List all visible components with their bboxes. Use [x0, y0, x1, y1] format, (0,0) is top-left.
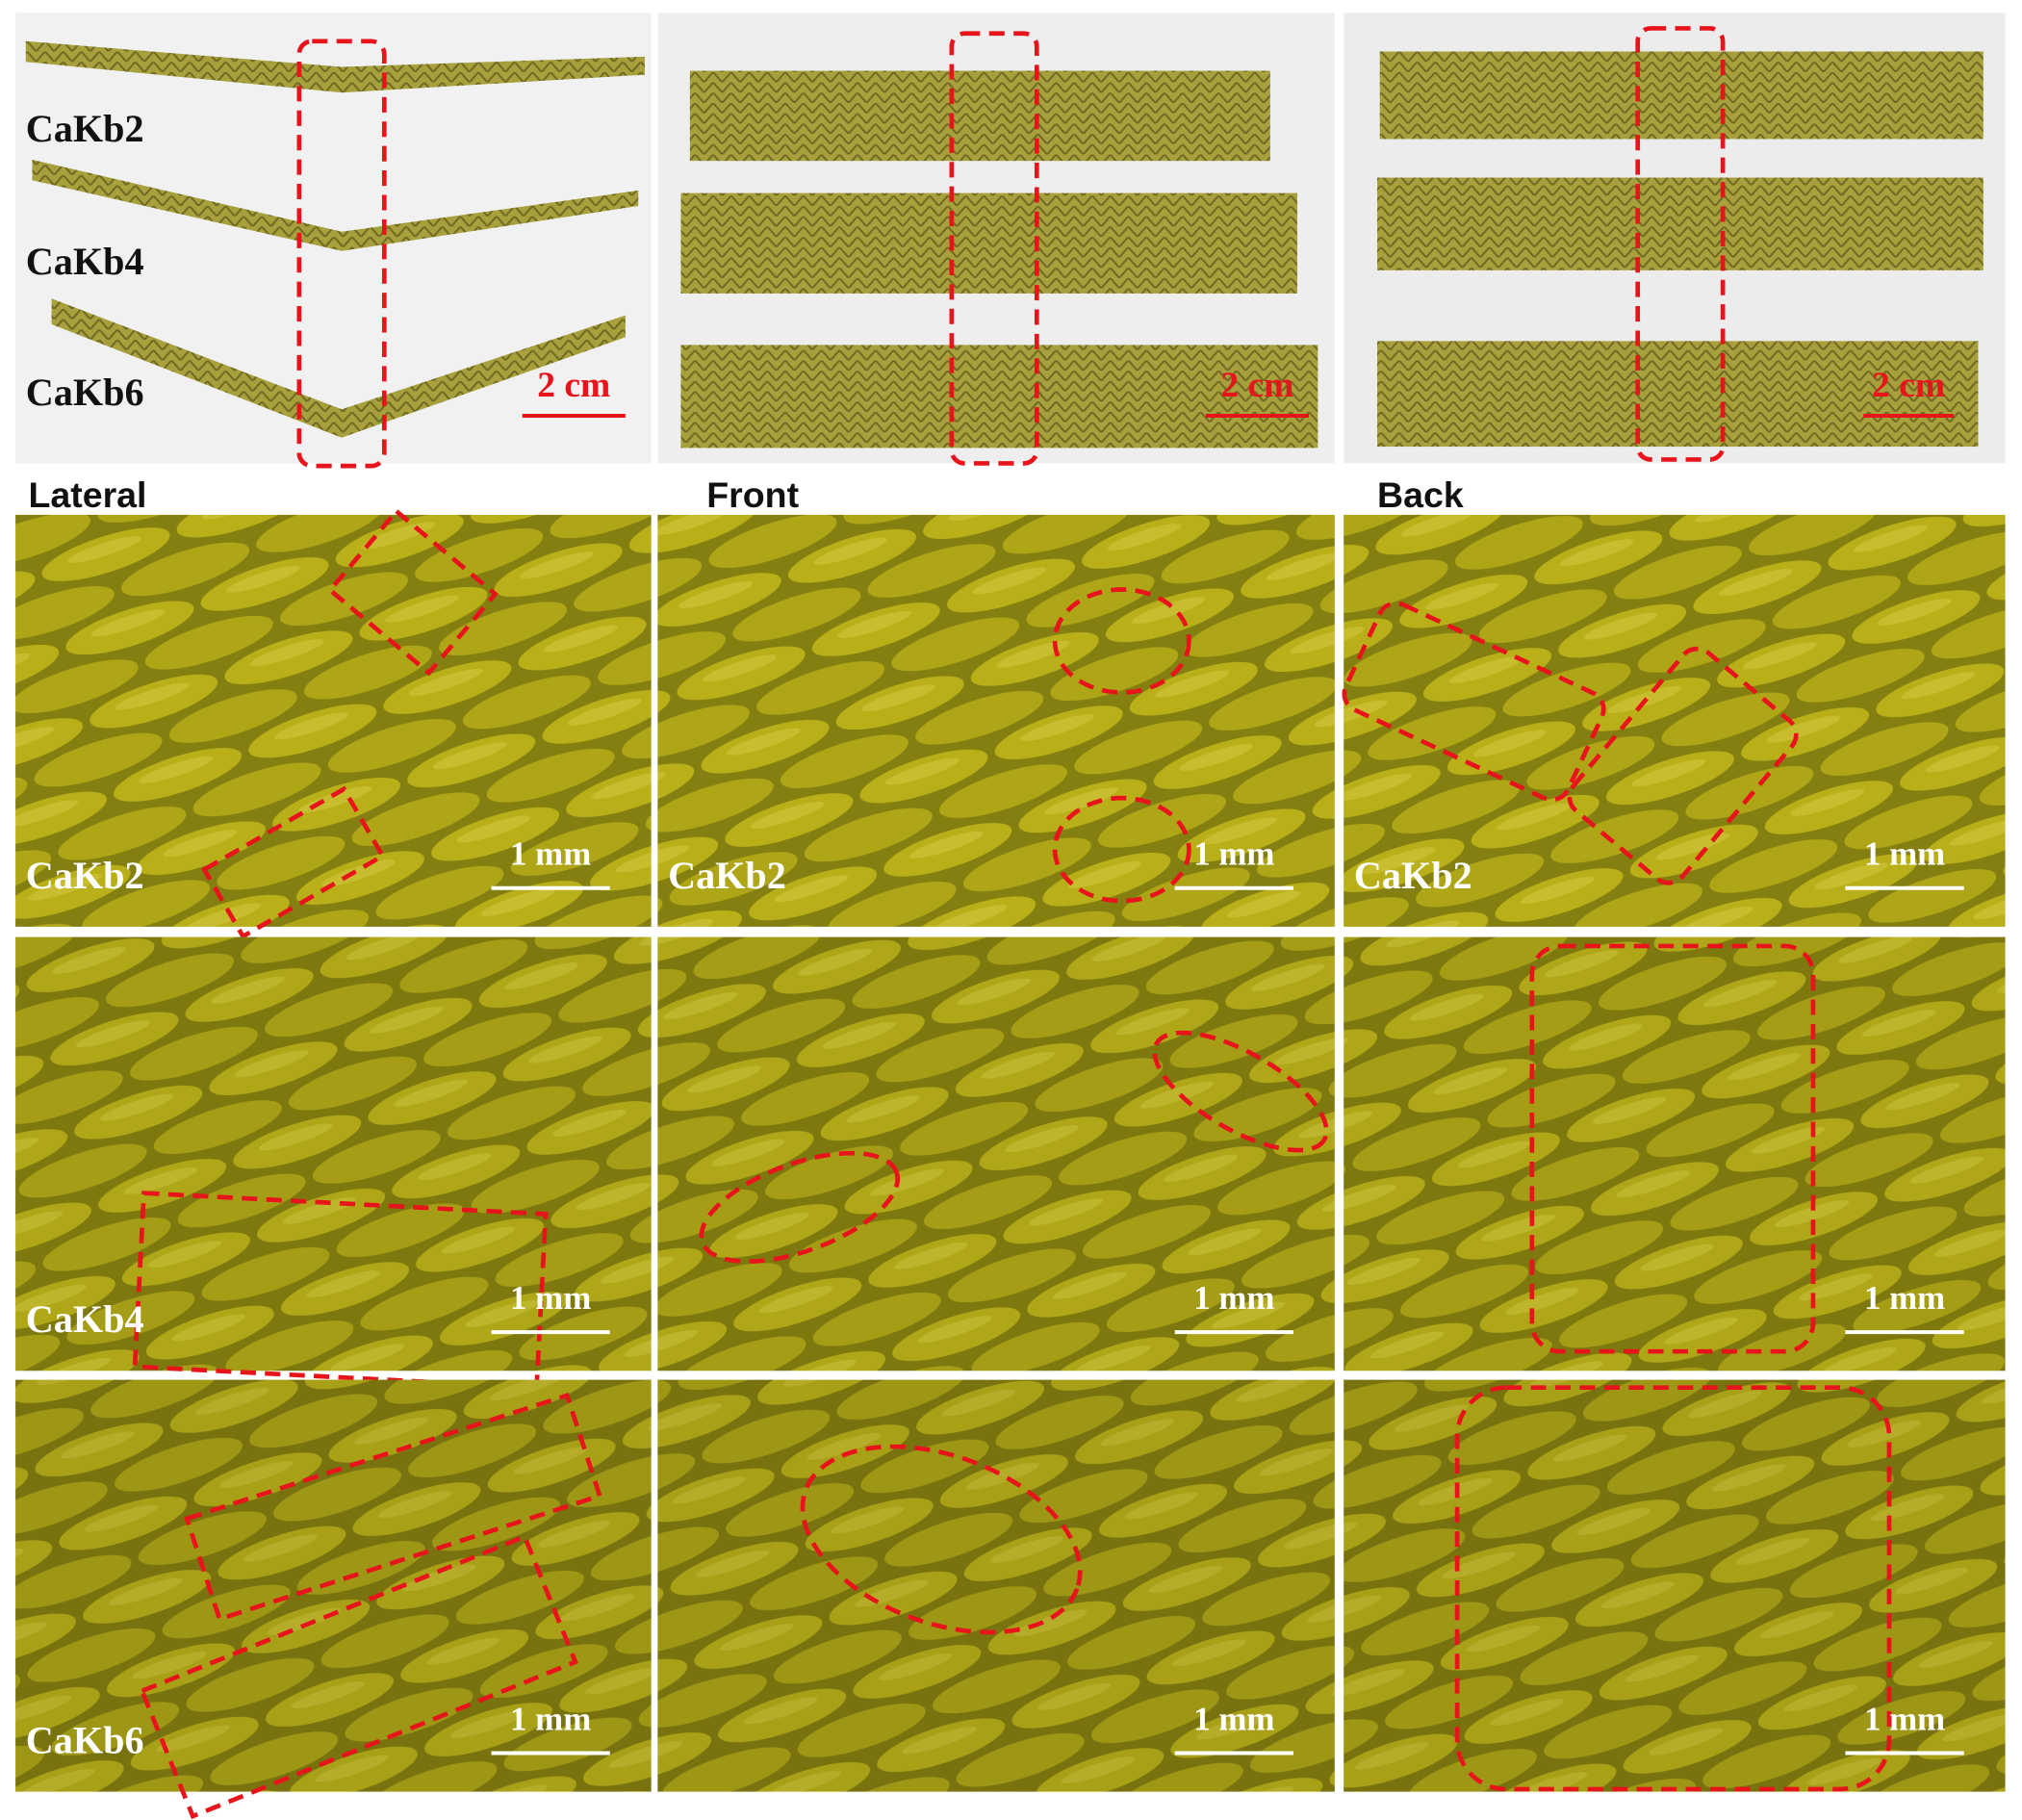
scale-bar-label: 1 mm [1193, 1279, 1274, 1317]
micrograph-image [1344, 1379, 2006, 1792]
damage-marker [800, 1444, 1083, 1635]
micrograph: CaKb2 1 mm [1342, 514, 2006, 927]
damage-marker [184, 1392, 603, 1623]
sample-label: CaKb4 [26, 240, 144, 283]
damage-marker [139, 1533, 578, 1820]
scale-bar-label: 1 mm [1864, 1700, 1945, 1737]
micrograph: CaKb6 1 mm [15, 1379, 652, 1820]
micrograph-image [657, 936, 1335, 1371]
sample-label: CaKb2 [668, 854, 786, 897]
column-header: Front [706, 474, 799, 515]
micrograph: 1 mm [657, 1379, 1335, 1792]
sample-label: CaKb2 [1354, 854, 1472, 897]
damage-marker [699, 1150, 901, 1265]
micrograph-shade [1344, 936, 2006, 1371]
damage-marker [201, 785, 386, 940]
damage-marker [1052, 587, 1191, 695]
micrograph-shade [15, 936, 652, 1371]
scale-bar-label: 1 mm [1193, 1700, 1274, 1737]
sample-label: CaKb4 [26, 1297, 144, 1341]
micrograph-image [1344, 514, 2006, 927]
damage-marker [1529, 943, 1816, 1354]
sample-label: CaKb2 [26, 854, 144, 897]
damage-marker [1567, 646, 1799, 885]
damage-marker [1152, 1030, 1329, 1153]
scale-bar-label: 2 cm [537, 366, 610, 405]
damage-marker [326, 507, 499, 677]
micrograph-image [15, 936, 652, 1371]
scale-bar-label: 1 mm [510, 1700, 591, 1737]
scale-bar-label: 1 mm [510, 835, 591, 873]
photo-lateral [15, 13, 652, 469]
sample-label: CaKb6 [26, 371, 144, 414]
sample-label: CaKb2 [26, 107, 144, 150]
scale-bar-label: 1 mm [1193, 835, 1274, 873]
micrograph-shade [1344, 1379, 2006, 1792]
scale-bar-label: 1 mm [1864, 835, 1945, 873]
damage-marker [1052, 795, 1191, 904]
micrograph: CaKb2 1 mm [15, 507, 652, 940]
micrograph: 1 mm [657, 936, 1335, 1371]
micrograph-shade [657, 514, 1335, 927]
micrograph-shade [657, 936, 1335, 1371]
damage-marker [1342, 601, 1606, 803]
micrograph: 1 mm [1344, 1379, 2006, 1792]
micrograph-shade [657, 1379, 1335, 1792]
scale-bar-label: 1 mm [510, 1279, 591, 1317]
micrograph-shade [1344, 514, 2006, 927]
sample-label: CaKb6 [26, 1718, 144, 1761]
photo-back [1344, 13, 2006, 464]
photo-front [657, 13, 1335, 466]
micrograph-image [657, 514, 1335, 927]
column-header: Lateral [28, 474, 146, 515]
damage-marker [1454, 1385, 1892, 1792]
damage-marker [132, 1191, 549, 1391]
scale-bar-label: 2 cm [1220, 366, 1293, 405]
scale-bar-label: 2 cm [1872, 366, 1945, 405]
micrograph: CaKb4 1 mm [15, 936, 652, 1391]
column-header: Back [1377, 474, 1464, 515]
scale-bar-label: 1 mm [1864, 1279, 1945, 1317]
micrograph-image [1344, 936, 2006, 1371]
micrograph: CaKb2 1 mm [657, 514, 1335, 927]
micrograph: 1 mm [1344, 936, 2006, 1371]
micrograph-image [657, 1379, 1335, 1792]
